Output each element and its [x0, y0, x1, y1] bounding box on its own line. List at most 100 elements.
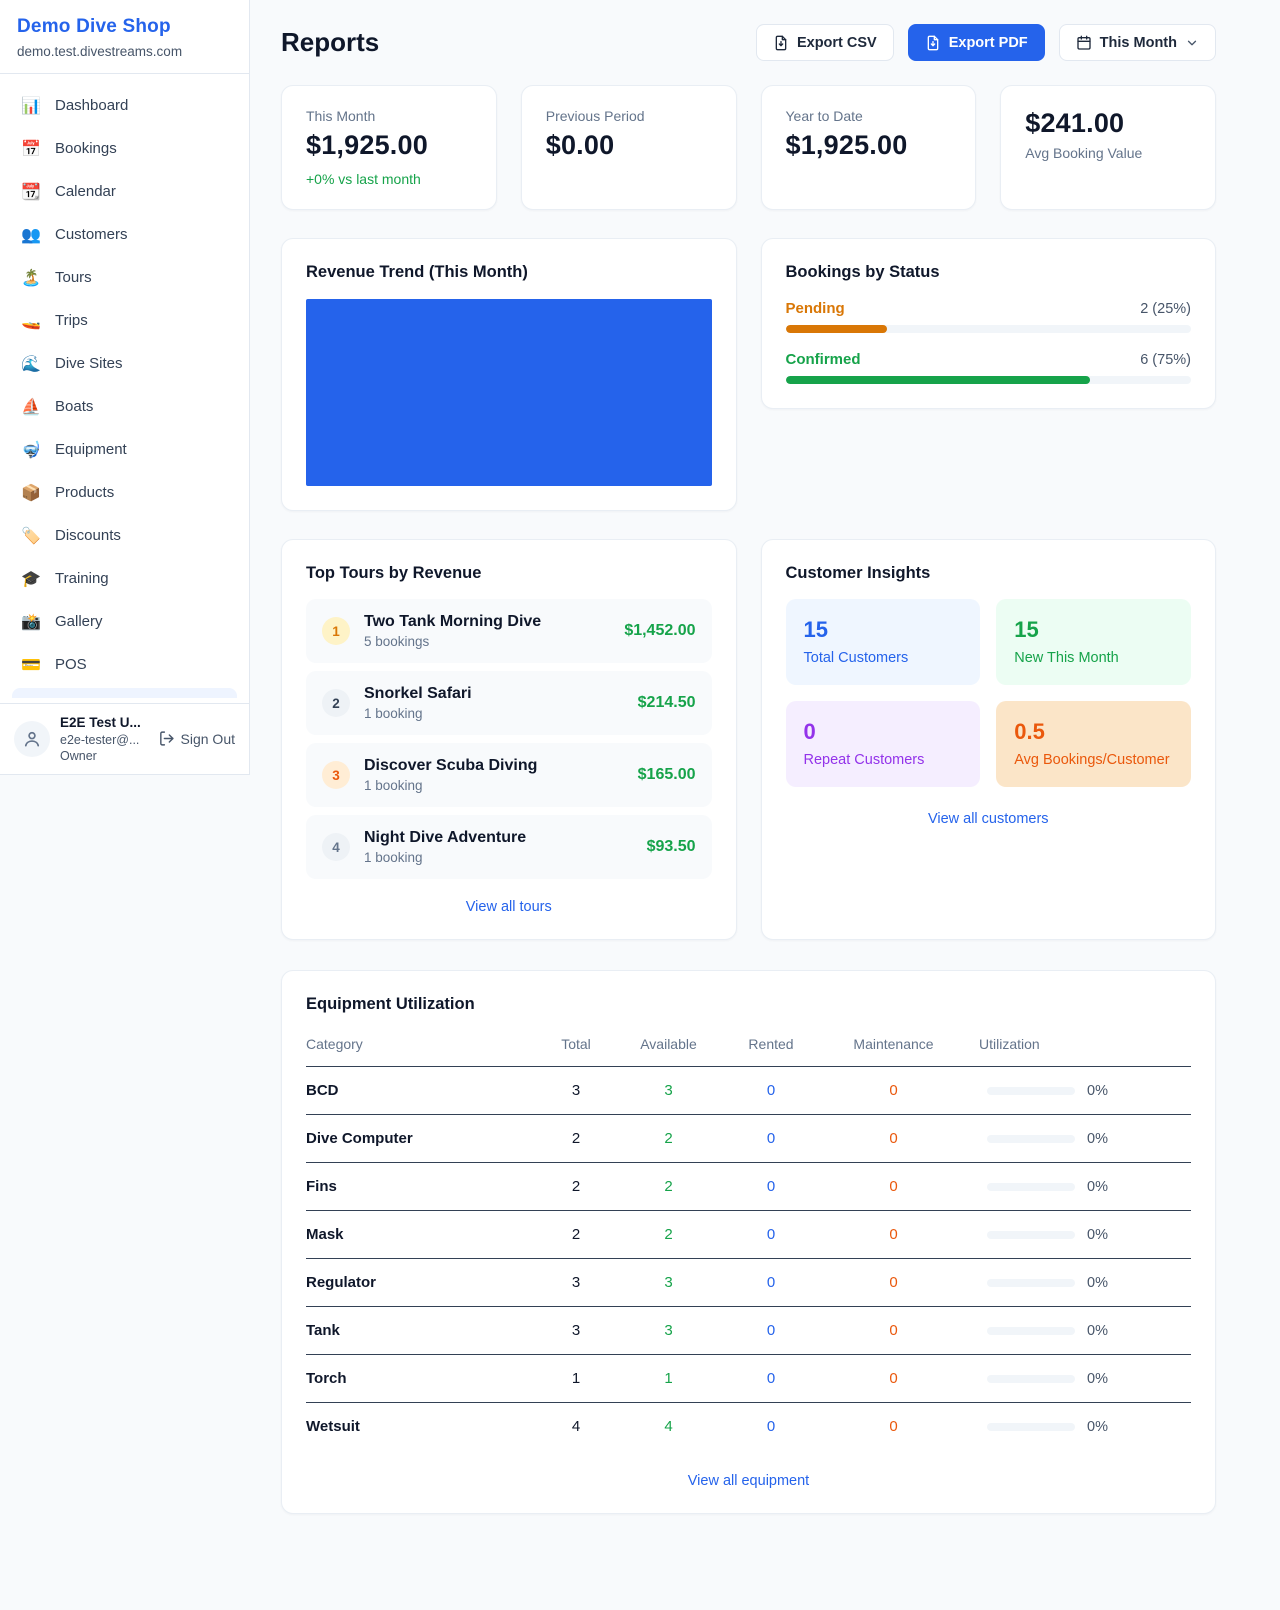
period-select[interactable]: This Month: [1058, 24, 1216, 61]
utilization-percent: 0%: [1087, 1178, 1108, 1195]
cell-maintenance: 0: [889, 1418, 898, 1436]
table-row: Fins 2 2 0 0 0%: [306, 1162, 1191, 1211]
credit-card-icon: 💳: [21, 656, 41, 674]
cell-rented: 0: [766, 1418, 776, 1436]
sidebar-item-tours[interactable]: 🏝️ Tours: [8, 256, 241, 299]
charts-row: Revenue Trend (This Month) Bookings by S…: [281, 238, 1216, 511]
cell-rented: 0: [726, 1354, 816, 1403]
sidebar-item-boats[interactable]: ⛵ Boats: [8, 385, 241, 428]
sidebar-item-dashboard[interactable]: 📊 Dashboard: [8, 84, 241, 127]
utilization-bar-track: [987, 1086, 1075, 1095]
tile-label: Total Customers: [803, 650, 909, 666]
package-icon: 📦: [21, 484, 41, 502]
cell-maintenance: 0: [816, 1210, 971, 1259]
period-label: This Month: [1099, 34, 1177, 51]
tour-list-item: 1 Two Tank Morning Dive 5 bookings $1,452…: [306, 599, 712, 663]
tour-name: Night Dive Adventure: [364, 829, 527, 846]
status-bar-track: [785, 325, 1191, 333]
cell-rented: 0: [726, 1258, 816, 1307]
stat-label: Avg Booking Value: [1025, 145, 1143, 161]
status-row-confirmed: Confirmed 6 (75%): [785, 351, 1191, 384]
revenue-trend-bar: [306, 299, 712, 486]
tour-list-item: 2 Snorkel Safari 1 booking $214.50: [306, 671, 712, 735]
column-header-maintenance: Maintenance: [816, 1028, 971, 1067]
cell-category: BCD: [306, 1066, 541, 1115]
camera-icon: 📸: [21, 613, 41, 631]
sidebar-item-products[interactable]: 📦 Products: [8, 471, 241, 514]
sidebar-item-label: Gallery: [55, 613, 103, 630]
view-all-equipment-link[interactable]: View all equipment: [687, 1472, 810, 1489]
cell-rented: 0: [726, 1306, 816, 1355]
utilization-percent: 0%: [1087, 1226, 1108, 1243]
sidebar-header: Demo Dive Shop demo.test.divestreams.com: [0, 0, 249, 74]
rank-badge: 2: [322, 689, 350, 717]
export-csv-button[interactable]: Export CSV: [755, 24, 894, 61]
top-tours-card: Top Tours by Revenue 1 Two Tank Morning …: [281, 539, 737, 940]
page-header: Reports Export CSV Export PDF This Month: [281, 24, 1216, 61]
tour-bookings: 1 booking: [364, 778, 423, 793]
status-label: Pending: [785, 300, 845, 317]
user-info: E2E Test U... e2e-tester@... Owner: [60, 714, 148, 764]
stat-value: $0.00: [545, 130, 615, 160]
rank-badge: 3: [322, 761, 350, 789]
view-all-tours-link[interactable]: View all tours: [465, 899, 552, 915]
sidebar-item-discounts[interactable]: 🏷️ Discounts: [8, 514, 241, 557]
cell-category: Tank: [306, 1306, 541, 1355]
sidebar-item-trips[interactable]: 🚤 Trips: [8, 299, 241, 342]
file-download-icon: [775, 35, 787, 50]
sidebar-item-dive-sites[interactable]: 🌊 Dive Sites: [8, 342, 241, 385]
revenue-trend-card: Revenue Trend (This Month): [281, 238, 737, 511]
utilization-percent: 0%: [1087, 1274, 1108, 1291]
sidebar-item-label: Trips: [55, 312, 88, 329]
cell-maintenance: 0: [816, 1066, 971, 1115]
sidebar-item-training[interactable]: 🎓 Training: [8, 557, 241, 600]
stat-card-year-to-date: Year to Date $1,925.00: [760, 85, 977, 210]
stat-card-this-month: This Month $1,925.00 +0% vs last month: [281, 85, 497, 210]
sidebar-item-label: Dashboard: [55, 97, 129, 114]
utilization-percent: 0%: [1087, 1418, 1108, 1435]
sidebar-item-gallery[interactable]: 📸 Gallery: [8, 600, 241, 643]
tour-revenue: $214.50: [637, 694, 696, 711]
cell-total: 1: [541, 1354, 611, 1403]
tile-label: Avg Bookings/Customer: [1014, 752, 1170, 768]
equipment-table-header: Category Total Available Rented Maintena…: [306, 1028, 1191, 1067]
graduation-cap-icon: 🎓: [21, 570, 41, 588]
column-header-utilization: Utilization: [971, 1028, 1191, 1067]
status-bar-fill: [785, 325, 887, 333]
cell-category: Wetsuit: [306, 1418, 360, 1436]
tile-repeat-customers: 0 Repeat Customers: [785, 701, 981, 787]
cell-maintenance: 0: [816, 1114, 971, 1163]
tile-value: 15: [803, 617, 828, 642]
tile-label: New This Month: [1014, 650, 1119, 666]
sidebar-item-label: Boats: [55, 398, 94, 415]
label-tag-icon: 🏷️: [21, 527, 41, 545]
equipment-table: Category Total Available Rented Maintena…: [306, 1028, 1191, 1451]
export-pdf-button[interactable]: Export PDF: [907, 24, 1045, 61]
cell-total: 2: [541, 1210, 611, 1259]
file-download-icon: [927, 35, 939, 50]
stat-value: $241.00: [1025, 108, 1125, 138]
tile-new-this-month: 15 New This Month: [996, 599, 1191, 685]
sign-out-button[interactable]: Sign Out: [158, 730, 235, 747]
calendar-icon: [1077, 35, 1091, 50]
sidebar-item-equipment[interactable]: 🤿 Equipment: [8, 428, 241, 471]
sidebar-active-item-partial[interactable]: [12, 688, 237, 698]
bar-chart-icon: 📊: [21, 97, 41, 115]
cell-category: Regulator: [306, 1258, 541, 1307]
cell-available: 2: [611, 1162, 726, 1211]
people-icon: 👥: [21, 226, 41, 244]
avatar: [14, 720, 50, 757]
sidebar-item-label: Training: [55, 570, 109, 587]
sidebar-item-pos[interactable]: 💳 POS: [8, 643, 241, 686]
sailboat-icon: ⛵: [21, 398, 41, 416]
sidebar-item-customers[interactable]: 👥 Customers: [8, 213, 241, 256]
column-header-rented: Rented: [726, 1028, 816, 1067]
view-all-customers-link[interactable]: View all customers: [927, 811, 1049, 827]
sidebar-item-calendar[interactable]: 📆 Calendar: [8, 170, 241, 213]
utilization-percent: 0%: [1087, 1130, 1108, 1147]
stat-label: Previous Period: [545, 108, 645, 124]
sidebar-user-panel: E2E Test U... e2e-tester@... Owner Sign …: [0, 702, 249, 774]
table-row: Regulator 3 3 0 0 0%: [306, 1258, 1191, 1307]
bookings-by-status-card: Bookings by Status Pending 2 (25%) Confi…: [760, 238, 1216, 409]
sidebar-item-bookings[interactable]: 📅 Bookings: [8, 127, 241, 170]
